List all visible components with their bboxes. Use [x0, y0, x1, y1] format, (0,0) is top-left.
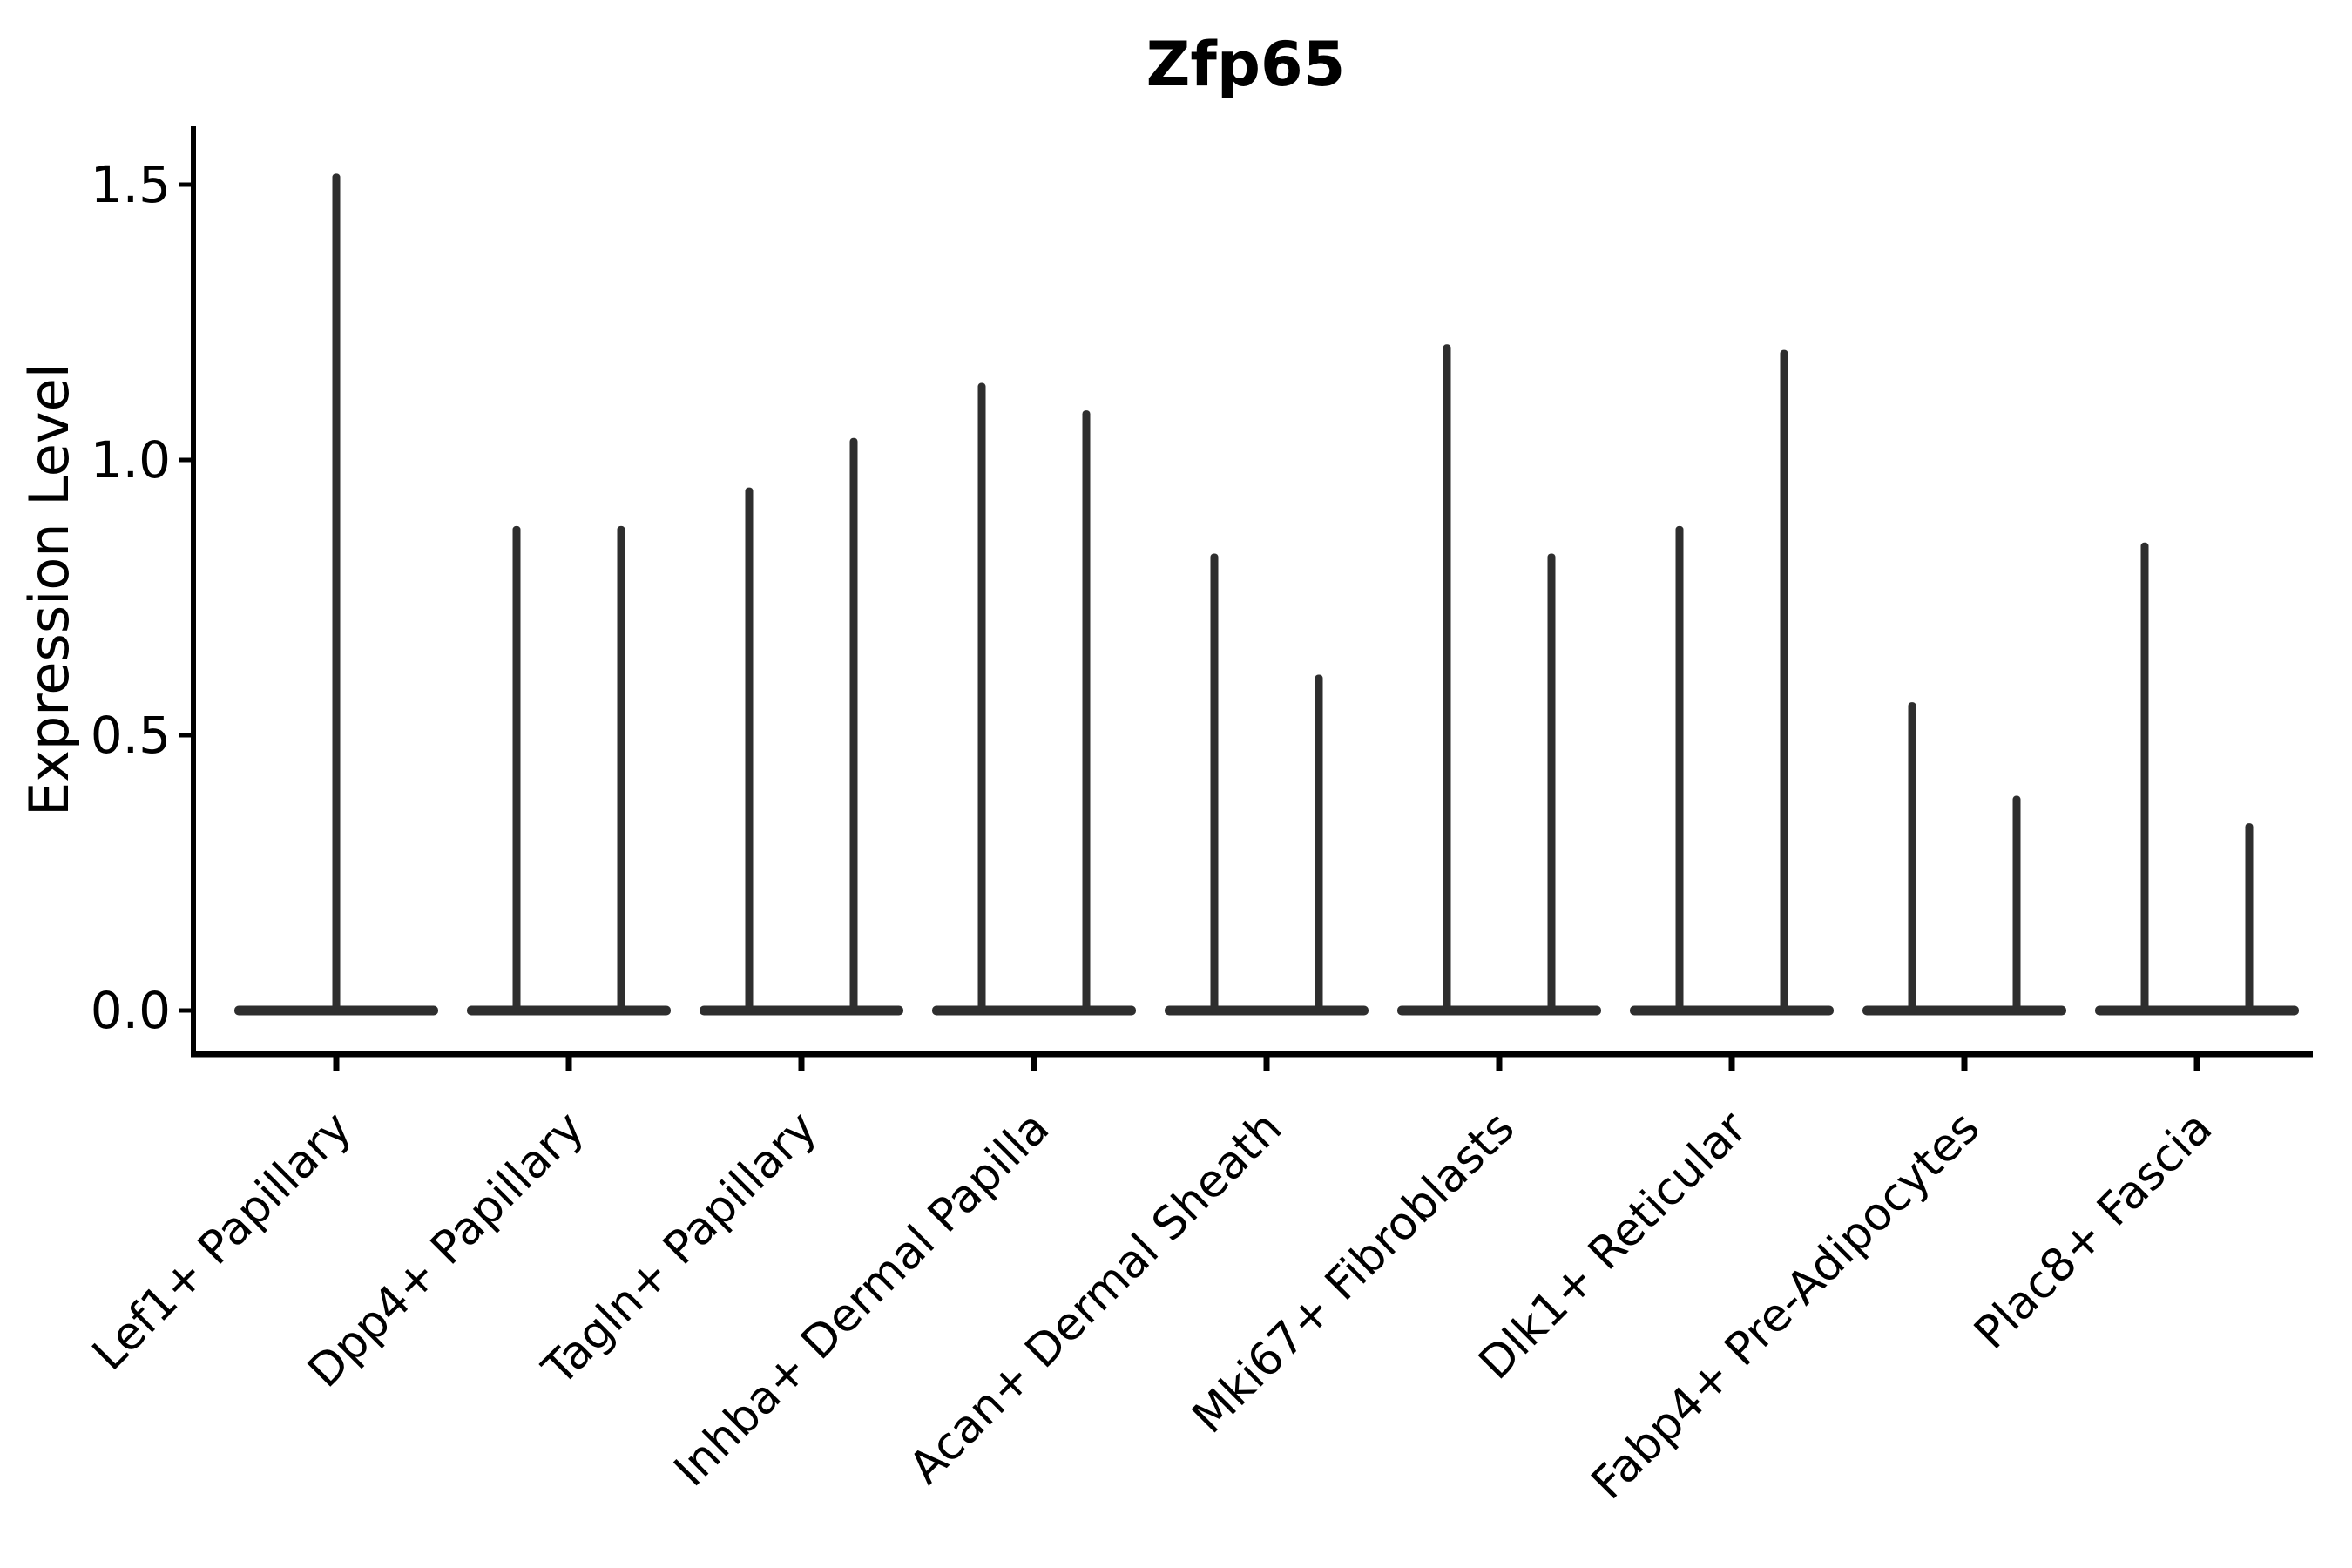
y-tick-label: 0.5 [91, 706, 171, 765]
x-tick [565, 1057, 572, 1071]
violin-baseline [932, 1005, 1136, 1016]
violin-spike [1082, 410, 1091, 1014]
y-tick [179, 1008, 191, 1013]
violin-spike [2140, 542, 2149, 1014]
y-tick [179, 457, 191, 463]
x-category-label: Inhba+ Dermal Papilla [665, 1102, 1059, 1497]
violin-baseline [1397, 1005, 1601, 1016]
x-tick [1263, 1057, 1270, 1071]
violin-spike [1675, 525, 1684, 1014]
y-tick-label: 1.5 [91, 155, 171, 214]
x-tick [1728, 1057, 1735, 1071]
x-tick [1031, 1057, 1037, 1071]
x-category-label: Acan+ Dermal Sheath [900, 1102, 1293, 1495]
y-tick [179, 182, 191, 187]
x-category-label: Plac8+ Fascia [1964, 1102, 2222, 1360]
violin-spike [512, 525, 521, 1014]
violin-spike [849, 437, 858, 1015]
x-tick [1961, 1057, 1968, 1071]
violin-baseline [1862, 1005, 2066, 1016]
violin-baseline [1630, 1005, 1834, 1016]
violin-spike [2245, 823, 2254, 1014]
x-tick [2193, 1057, 2200, 1071]
violin-spike [1780, 349, 1788, 1015]
x-category-label: Fabp4+ Pre-Adipocytes [1582, 1102, 1990, 1510]
y-tick-label: 1.0 [91, 430, 171, 490]
violin-spike [1547, 553, 1556, 1014]
violin-spike [332, 173, 341, 1015]
violin-spike [2012, 795, 2021, 1014]
violin-spike [1210, 553, 1219, 1014]
violin-baseline [1165, 1005, 1369, 1016]
violin-baseline [467, 1005, 671, 1016]
x-tick [333, 1057, 340, 1071]
x-tick [798, 1057, 805, 1071]
violin-spike [745, 487, 754, 1014]
violin-spike [1908, 702, 1916, 1014]
y-axis-spine [191, 126, 196, 1057]
y-tick [179, 733, 191, 738]
violin-baseline [700, 1005, 903, 1016]
x-axis-spine [191, 1051, 2313, 1058]
page-title: Zfp65 [1146, 29, 1346, 100]
violin-spike [1315, 674, 1323, 1014]
violin-baseline [2095, 1005, 2299, 1016]
violin-spike [977, 382, 986, 1014]
y-axis-label: Expression Level [17, 363, 81, 816]
violin-spike [617, 525, 625, 1014]
violin-spike [1443, 344, 1451, 1014]
y-tick-label: 0.0 [91, 981, 171, 1040]
x-tick [1496, 1057, 1503, 1071]
